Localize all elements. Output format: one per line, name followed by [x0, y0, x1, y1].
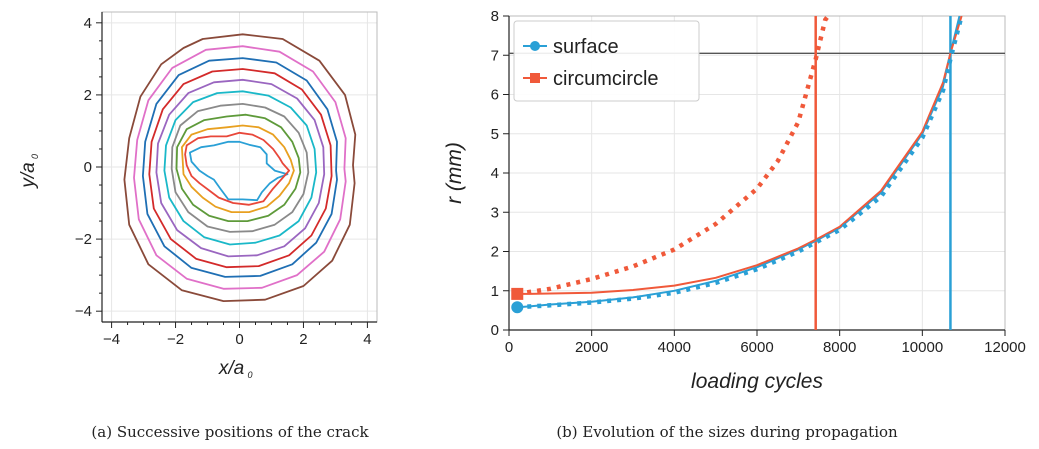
legend-marker-square — [530, 73, 540, 83]
y-tick-label: 2 — [491, 244, 499, 261]
plot-area — [123, 33, 357, 302]
legend-label: surface — [553, 36, 619, 58]
y-tick-label: 3 — [491, 204, 499, 221]
plot-area — [509, 16, 1005, 330]
crack-front-contour — [181, 124, 295, 213]
dotted-series-line — [517, 16, 964, 310]
y-tick-label: 4 — [84, 15, 92, 32]
circumcircle-line — [517, 16, 963, 295]
y-tick-label: 6 — [491, 87, 499, 104]
y-tick-label: 0 — [491, 322, 499, 339]
panel-b: 0 2000 4000 6000 8000 10000 12000 0 1 2 3 4 5 6 7 8 load… — [443, 8, 1026, 441]
legend-marker-circle — [530, 41, 540, 51]
crack-front-contour — [170, 103, 310, 233]
legend-label: circumcircle — [553, 68, 659, 90]
y-tick-label: 0 — [84, 159, 92, 176]
y-axis-label-subscript: 0 — [30, 154, 40, 159]
crack-front-contour — [189, 140, 289, 202]
x-tick-label: 8000 — [823, 339, 856, 356]
x-tick-label: 0 — [235, 331, 243, 348]
legend: surface circumcircle — [513, 20, 700, 102]
crack-front-contour — [184, 131, 290, 206]
crack-front-contour — [175, 113, 302, 222]
crack-front-contour — [133, 45, 347, 290]
start-point-marker — [511, 287, 524, 300]
x-tick-label: 2 — [299, 331, 307, 348]
y-axis-label: r (mm) — [443, 142, 466, 204]
y-tick-label: 2 — [84, 87, 92, 104]
start-point-marker — [511, 301, 524, 314]
y-tick-label: 4 — [491, 165, 499, 182]
crack-front-contour — [142, 57, 338, 278]
x-axis-label-subscript: 0 — [248, 370, 253, 380]
x-axis-label: loading cycles — [691, 370, 823, 393]
x-tick-label: 4 — [363, 331, 371, 348]
x-tick-label: 6000 — [740, 339, 773, 356]
x-tick-label: −4 — [103, 331, 120, 348]
y-axis-label-group: r (mm) — [443, 142, 466, 204]
panel-caption: (b) Evolution of the sizes during propag… — [556, 423, 898, 441]
y-tick-label: 5 — [491, 126, 499, 143]
x-tick-label: −2 — [167, 331, 184, 348]
x-tick-label: 10000 — [901, 339, 943, 356]
y-tick-label: 1 — [491, 283, 499, 300]
y-tick-label: −2 — [75, 231, 92, 248]
y-tick-label: 8 — [491, 8, 499, 25]
y-tick-label: −4 — [75, 303, 92, 320]
x-tick-label: 4000 — [658, 339, 691, 356]
y-axis-label-group: y/a 0 — [18, 154, 40, 190]
y-axis-label: y/a — [18, 162, 39, 189]
crack-front-contour — [163, 90, 318, 246]
crack-front-contour — [123, 33, 357, 302]
legend-box — [513, 20, 700, 102]
crack-front-contour — [148, 68, 333, 269]
x-tick-label: 0 — [505, 339, 513, 356]
x-axis-label: x/a — [218, 358, 244, 379]
crack-front-contour — [155, 78, 326, 258]
y-tick-label: 7 — [491, 47, 499, 64]
x-tick-label: 2000 — [575, 339, 608, 356]
panel-caption: (a) Successive positions of the crack — [91, 423, 369, 441]
x-tick-label: 12000 — [984, 339, 1026, 356]
panel-a: −4 −2 0 2 4 −4 −2 0 2 4 x/a 0 y/a 0 (a) Successive pos… — [18, 11, 378, 441]
